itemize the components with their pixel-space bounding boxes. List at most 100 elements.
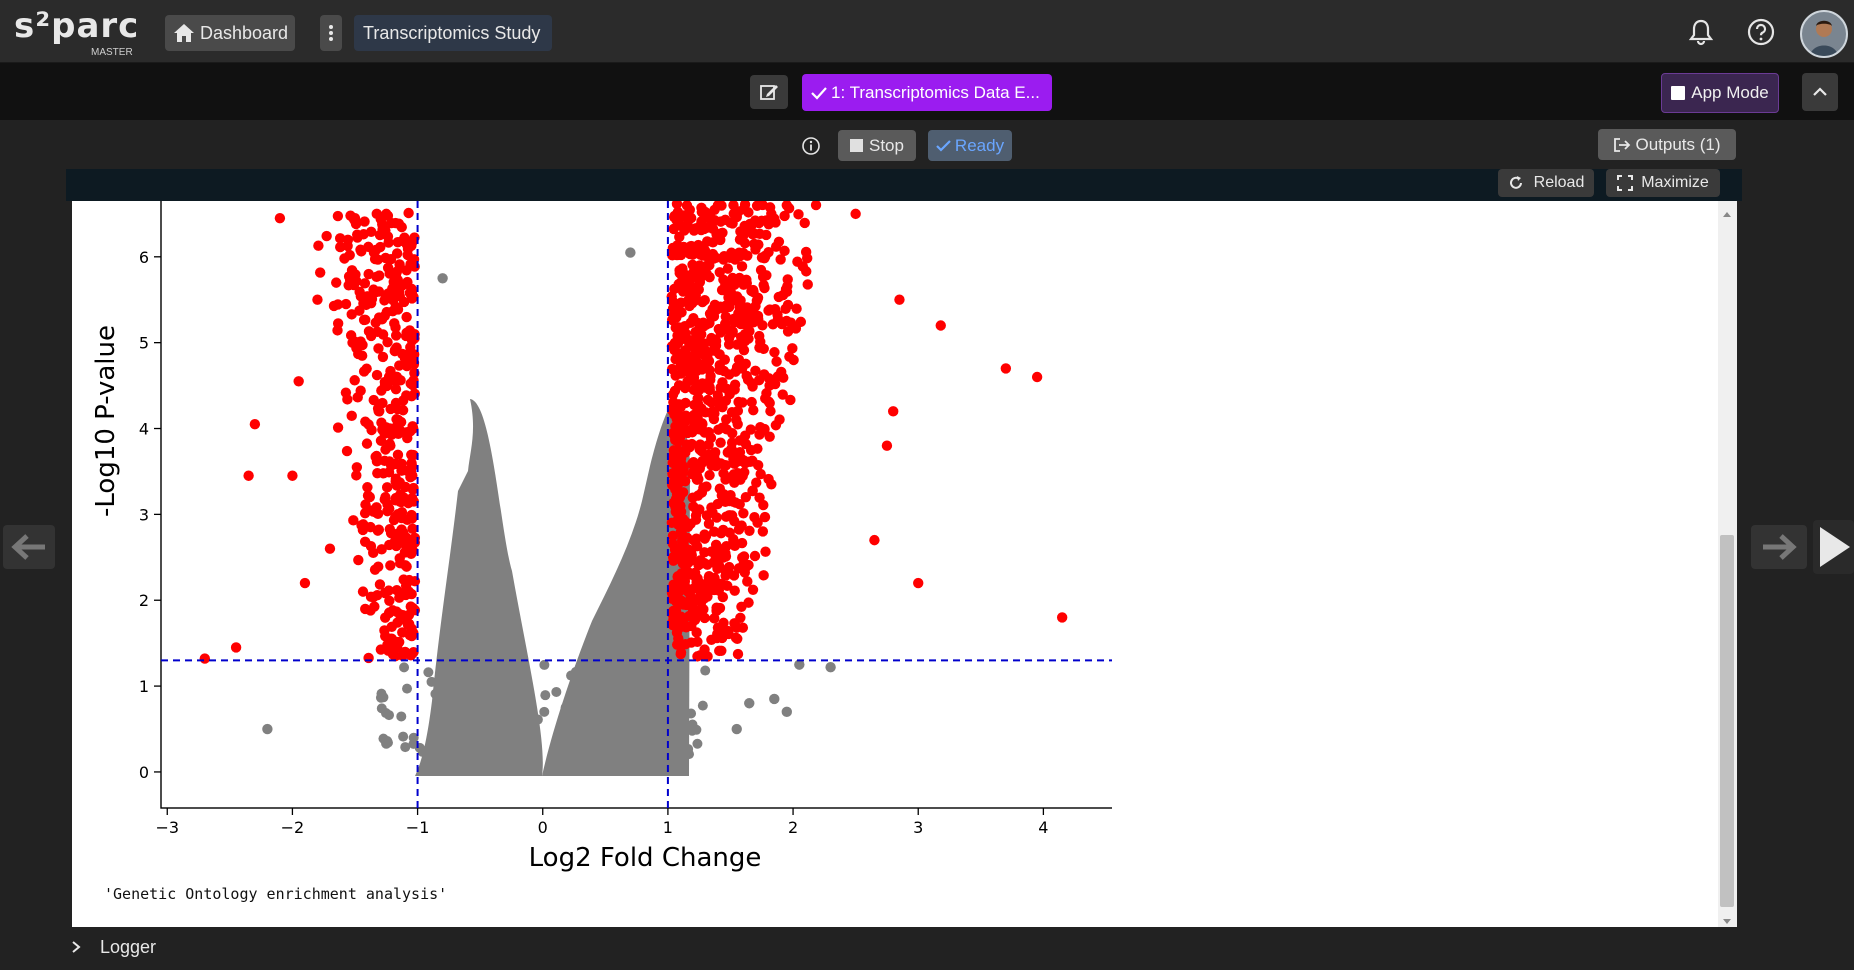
significant-point: [394, 290, 406, 302]
node-tab-transcriptomics[interactable]: 1: Transcriptomics Data E...: [802, 74, 1052, 111]
significant-point: [726, 443, 737, 454]
significant-point: [230, 642, 242, 653]
app-mode-checkbox: [1671, 86, 1686, 100]
nonsignificant-point: [539, 706, 550, 717]
significant-point: [850, 208, 861, 220]
significant-point: [708, 526, 720, 537]
significant-point: [372, 467, 383, 479]
significant-point: [760, 546, 771, 557]
check-icon: [936, 140, 951, 152]
significant-point: [738, 455, 750, 466]
dashboard-button[interactable]: Dashboard: [165, 15, 295, 51]
nonsignificant-point: [661, 676, 672, 687]
run-next-button[interactable]: [1813, 520, 1854, 574]
significant-point: [720, 551, 732, 562]
significant-point: [757, 526, 769, 537]
significant-point: [715, 437, 726, 448]
x-tick-label: 3: [913, 818, 923, 837]
y-tick-label: 1: [139, 677, 149, 696]
significant-point: [724, 387, 735, 398]
nonsignificant-point: [642, 677, 653, 688]
significant-point: [379, 227, 390, 238]
edit-study-button[interactable]: [750, 75, 788, 109]
significant-point: [782, 326, 794, 337]
significant-point: [688, 266, 699, 278]
significant-point: [759, 511, 771, 523]
info-button[interactable]: [800, 135, 822, 157]
significant-point: [676, 474, 687, 486]
significant-point: [355, 291, 367, 302]
x-tick-label: −3: [155, 818, 179, 837]
study-menu-button[interactable]: [320, 15, 342, 51]
significant-point: [750, 300, 761, 312]
scroll-up-arrow[interactable]: [1722, 205, 1732, 217]
significant-point: [727, 428, 738, 439]
significant-point: [751, 201, 763, 211]
notifications-button[interactable]: [1685, 16, 1717, 48]
logger-toggle[interactable]: Logger: [70, 932, 156, 962]
x-tick-label: −1: [406, 818, 430, 837]
more-vertical-icon: [329, 25, 333, 41]
significant-point: [401, 239, 413, 250]
significant-point: [753, 217, 765, 229]
nonsignificant-point: [794, 659, 805, 670]
significant-point: [405, 601, 416, 612]
significant-point: [299, 577, 311, 589]
app-mode-button[interactable]: App Mode: [1661, 73, 1779, 113]
significant-point: [678, 539, 689, 551]
significant-point: [722, 263, 734, 274]
logger-label: Logger: [100, 936, 157, 957]
significant-point: [720, 565, 731, 576]
significant-point: [734, 499, 745, 510]
significant-point: [394, 592, 405, 603]
significant-point: [781, 201, 793, 211]
outputs-button[interactable]: Outputs (1): [1598, 129, 1736, 160]
significant-point: [802, 279, 813, 290]
significant-point: [363, 268, 374, 280]
significant-point: [349, 212, 361, 224]
significant-point: [746, 396, 757, 408]
significant-point: [779, 210, 790, 222]
scroll-down-arrow[interactable]: [1722, 913, 1732, 924]
nonsignificant-point: [673, 685, 684, 696]
significant-point: [800, 246, 812, 258]
previous-node-button[interactable]: [3, 525, 55, 569]
significant-point: [346, 265, 358, 276]
significant-point: [312, 294, 323, 305]
significant-point: [371, 450, 382, 462]
significant-point: [695, 249, 706, 260]
nonsignificant-point: [551, 686, 562, 697]
scrollbar-thumb[interactable]: [1720, 535, 1734, 907]
significant-point: [723, 333, 735, 344]
significant-point: [390, 383, 402, 395]
reload-button[interactable]: Reload: [1498, 169, 1594, 197]
significant-point: [373, 286, 385, 297]
significant-point: [726, 510, 738, 521]
maximize-button[interactable]: Maximize: [1606, 169, 1720, 197]
significant-point: [384, 268, 395, 279]
study-title[interactable]: Transcriptomics Study: [354, 15, 552, 51]
nonsignificant-point: [540, 690, 551, 701]
collapse-button[interactable]: [1802, 73, 1838, 111]
significant-point: [678, 327, 690, 338]
significant-point: [354, 305, 365, 316]
sparc-logo[interactable]: s²parc MASTER: [14, 6, 144, 58]
significant-point: [332, 325, 343, 336]
significant-point: [714, 645, 725, 657]
significant-point: [386, 292, 397, 304]
significant-point: [770, 217, 781, 228]
nonsignificant-point: [580, 712, 591, 723]
help-button[interactable]: [1745, 16, 1777, 48]
nonsignificant-point: [618, 740, 629, 751]
user-avatar[interactable]: [1800, 10, 1848, 58]
stop-button[interactable]: Stop: [838, 130, 916, 161]
significant-point: [695, 319, 707, 330]
significant-point: [356, 350, 368, 361]
plot-axes: −3 −2 −1 0 1 2 3 4 0 1 2 3 4 5 6: [139, 201, 1112, 837]
significant-point: [787, 343, 798, 354]
significant-point: [699, 612, 710, 624]
significant-point: [407, 545, 419, 556]
next-node-button[interactable]: [1751, 525, 1807, 569]
significant-point: [341, 445, 353, 457]
significant-point: [675, 648, 686, 660]
